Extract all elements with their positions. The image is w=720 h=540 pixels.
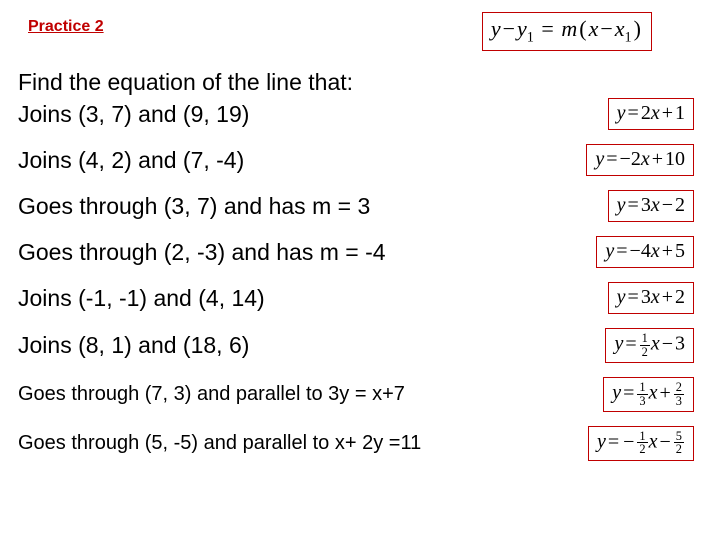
row-4: Goes through (2, -3) and has m = -4 y=−4…	[18, 236, 702, 268]
question-4: Goes through (2, -3) and has m = -4	[18, 239, 584, 266]
formula-x2-sub: 1	[625, 29, 632, 45]
formula-m: m	[561, 16, 577, 41]
answer-7: y=13x+23	[603, 377, 694, 412]
question-1: Joins (3, 7) and (9, 19)	[18, 101, 596, 128]
row-8: Goes through (5, -5) and parallel to x+ …	[18, 426, 702, 461]
intro-line: Find the equation of the line that:	[18, 69, 702, 96]
question-6: Joins (8, 1) and (18, 6)	[18, 332, 593, 359]
header-row: Practice 2 y−y1 = m(x−x1)	[18, 12, 702, 51]
question-5: Joins (-1, -1) and (4, 14)	[18, 285, 596, 312]
question-8: Goes through (5, -5) and parallel to x+ …	[18, 432, 576, 455]
answer-2: y=−2x+10	[586, 144, 694, 176]
formula-y2-sub: 1	[527, 29, 534, 45]
row-1: Joins (3, 7) and (9, 19) y=2x+1	[18, 98, 702, 130]
formula-x2: x	[615, 16, 625, 41]
practice-title: Practice 2	[28, 18, 104, 36]
row-7: Goes through (7, 3) and parallel to 3y =…	[18, 377, 702, 412]
answer-3: y=3x−2	[608, 190, 694, 222]
point-slope-formula: y−y1 = m(x−x1)	[482, 12, 652, 51]
formula-y2: y	[517, 16, 527, 41]
question-3: Goes through (3, 7) and has m = 3	[18, 193, 596, 220]
answer-6: y=12x−3	[605, 328, 694, 363]
question-7: Goes through (7, 3) and parallel to 3y =…	[18, 383, 591, 406]
row-6: Joins (8, 1) and (18, 6) y=12x−3	[18, 328, 702, 363]
row-2: Joins (4, 2) and (7, -4) y=−2x+10	[18, 144, 702, 176]
formula-x1: x	[589, 16, 599, 41]
answer-4: y=−4x+5	[596, 236, 694, 268]
answer-1: y=2x+1	[608, 98, 694, 130]
row-5: Joins (-1, -1) and (4, 14) y=3x+2	[18, 282, 702, 314]
answer-8: y=−12x−52	[588, 426, 694, 461]
slide-page: Practice 2 y−y1 = m(x−x1) Find the equat…	[0, 0, 720, 540]
question-2: Joins (4, 2) and (7, -4)	[18, 147, 574, 174]
row-3: Goes through (3, 7) and has m = 3 y=3x−2	[18, 190, 702, 222]
answer-5: y=3x+2	[608, 282, 694, 314]
formula-y1: y	[491, 16, 501, 41]
